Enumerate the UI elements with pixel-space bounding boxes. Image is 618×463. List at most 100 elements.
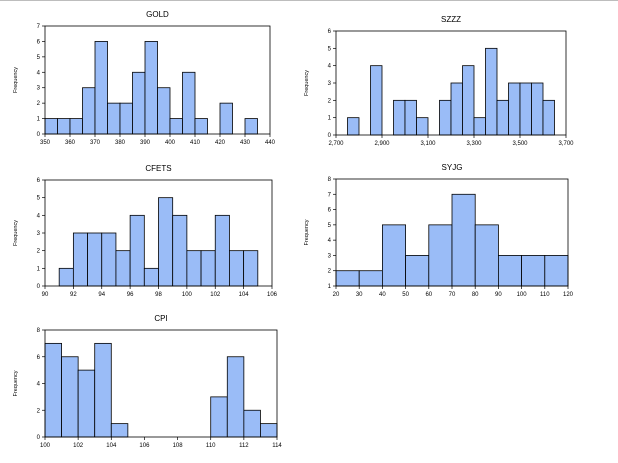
y-tick-label-gold-2: 2 — [37, 101, 41, 107]
y-tick-label-szzz-4: 4 — [328, 64, 332, 70]
histogram-bar-gold-2 — [69, 118, 83, 135]
histogram-bar-gold-6 — [119, 102, 133, 135]
y-tick-label-cpi-0: 0 — [37, 435, 41, 441]
histogram-bar-cfets-0 — [58, 267, 74, 287]
x-tick-label-syjg-2: 40 — [379, 292, 386, 298]
y-tick-label-syjg-7: 8 — [328, 177, 332, 183]
histogram-bar-syjg-8 — [521, 255, 546, 287]
y-tick-label-szzz-6: 6 — [328, 29, 332, 35]
histogram-bar-szzz-0 — [347, 117, 360, 136]
histogram-bar-gold-14 — [244, 118, 258, 135]
y-tick-label-szzz-2: 2 — [328, 98, 332, 104]
histogram-bar-gold-9 — [157, 87, 171, 135]
histogram-bar-szzz-14 — [542, 99, 555, 136]
y-tick-label-syjg-0: 1 — [328, 284, 332, 290]
y-axis-label-syjg: Frequency — [304, 219, 310, 245]
x-tick-label-szzz-4: 3,500 — [512, 141, 528, 147]
x-tick-label-gold-8: 430 — [240, 140, 251, 146]
y-tick-label-szzz-0: 0 — [328, 133, 332, 139]
histogram-bar-szzz-8 — [473, 117, 486, 136]
chart-title-cfets: CFETS — [145, 164, 171, 173]
histogram-bar-gold-3 — [82, 87, 96, 135]
x-tick-label-gold-1: 360 — [65, 140, 76, 146]
y-tick-label-cfets-1: 1 — [37, 266, 41, 272]
x-tick-label-cfets-6: 102 — [210, 292, 221, 298]
y-tick-label-cfets-6: 6 — [37, 178, 41, 184]
histogram-bar-cfets-10 — [200, 250, 216, 287]
x-tick-label-cpi-1: 102 — [73, 443, 84, 449]
histogram-szzz: SZZZ Frequency 0 1 2 3 4 5 6 2,700 2,900 3,100 3,300… — [304, 15, 574, 147]
histogram-bar-syjg-3 — [405, 255, 430, 287]
y-tick-label-cpi-4: 8 — [37, 328, 41, 334]
x-tick-label-szzz-0: 2,700 — [328, 141, 344, 147]
histogram-bar-cfets-11 — [214, 214, 230, 287]
histogram-bar-szzz-12 — [519, 82, 532, 136]
y-tick-label-cfets-3: 3 — [37, 231, 41, 237]
histogram-bar-cfets-8 — [172, 214, 188, 287]
x-tick-label-syjg-3: 50 — [402, 292, 409, 298]
y-tick-label-cpi-3: 6 — [37, 355, 41, 361]
x-tick-label-cpi-5: 110 — [206, 443, 216, 449]
x-tick-label-szzz-1: 2,900 — [374, 141, 390, 147]
y-axis-label-cpi: Frequency — [13, 370, 19, 396]
histogram-bar-cpi-8 — [260, 423, 278, 438]
x-tick-label-gold-4: 390 — [140, 140, 151, 146]
x-tick-label-gold-0: 350 — [40, 140, 51, 146]
y-tick-label-syjg-3: 4 — [328, 238, 332, 244]
histogram-bar-cpi-7 — [243, 409, 261, 438]
x-tick-label-syjg-6: 80 — [472, 292, 479, 298]
x-tick-label-cfets-1: 92 — [70, 292, 77, 298]
histogram-bar-cpi-0 — [44, 342, 62, 438]
x-tick-label-cpi-6: 112 — [239, 443, 249, 449]
x-tick-label-cfets-0: 90 — [42, 292, 49, 298]
y-tick-label-cfets-5: 5 — [37, 196, 41, 202]
histogram-bar-szzz-4 — [416, 117, 429, 136]
histogram-bar-szzz-1 — [370, 65, 383, 136]
y-tick-label-syjg-2: 3 — [328, 253, 332, 259]
y-tick-label-gold-5: 5 — [37, 55, 41, 61]
y-tick-label-syjg-1: 2 — [328, 269, 332, 275]
histogram-bar-syjg-1 — [358, 270, 383, 287]
chart-title-gold: GOLD — [146, 10, 169, 19]
histogram-bar-syjg-2 — [382, 224, 407, 287]
histogram-bar-cpi-5 — [210, 396, 228, 438]
y-tick-label-cpi-2: 4 — [37, 382, 41, 388]
x-tick-label-gold-9: 440 — [265, 140, 276, 146]
histogram-cpi: CPI Frequency 0 2 4 6 8 100 102 104 106 108 110 112 11… — [13, 314, 282, 449]
y-tick-label-gold-7: 7 — [37, 24, 41, 30]
histogram-bar-gold-13 — [219, 102, 233, 135]
histogram-bar-syjg-4 — [428, 224, 453, 287]
histogram-bar-szzz-7 — [462, 65, 475, 136]
x-tick-label-cpi-2: 104 — [106, 443, 117, 449]
histogram-bar-szzz-6 — [450, 82, 463, 136]
y-tick-label-syjg-4: 5 — [328, 223, 332, 229]
histogram-bar-cpi-6 — [226, 356, 245, 438]
y-tick-label-gold-3: 3 — [37, 86, 41, 92]
histogram-bar-gold-1 — [57, 118, 71, 135]
histogram-bar-cfets-2 — [87, 232, 103, 287]
x-tick-label-cfets-5: 100 — [182, 292, 193, 298]
histogram-bar-cfets-6 — [143, 267, 159, 287]
x-tick-label-cfets-8: 106 — [267, 292, 278, 298]
histogram-bar-cfets-7 — [158, 197, 174, 287]
chart-title-szzz: SZZZ — [441, 15, 461, 24]
x-tick-label-szzz-3: 3,300 — [466, 141, 482, 147]
histogram-bar-gold-4 — [94, 41, 108, 135]
histogram-bar-syjg-5 — [451, 193, 476, 287]
x-tick-label-cpi-0: 100 — [40, 443, 51, 449]
y-tick-label-cfets-2: 2 — [37, 249, 41, 255]
histogram-bar-szzz-13 — [531, 82, 544, 136]
y-tick-label-gold-6: 6 — [37, 39, 41, 45]
x-tick-label-gold-5: 400 — [165, 140, 176, 146]
histogram-bar-szzz-2 — [393, 99, 406, 136]
x-tick-label-cfets-2: 94 — [98, 292, 105, 298]
x-tick-label-syjg-7: 90 — [495, 292, 502, 298]
histogram-bar-gold-8 — [144, 41, 158, 135]
y-tick-label-cpi-1: 2 — [37, 408, 41, 414]
histogram-bar-cfets-12 — [229, 250, 245, 287]
y-tick-label-syjg-5: 6 — [328, 208, 332, 214]
y-tick-label-cfets-4: 4 — [37, 213, 41, 219]
x-tick-label-gold-6: 410 — [190, 140, 201, 146]
chart-title-cpi: CPI — [154, 314, 167, 323]
chart-title-syjg: SYJG — [442, 163, 463, 172]
